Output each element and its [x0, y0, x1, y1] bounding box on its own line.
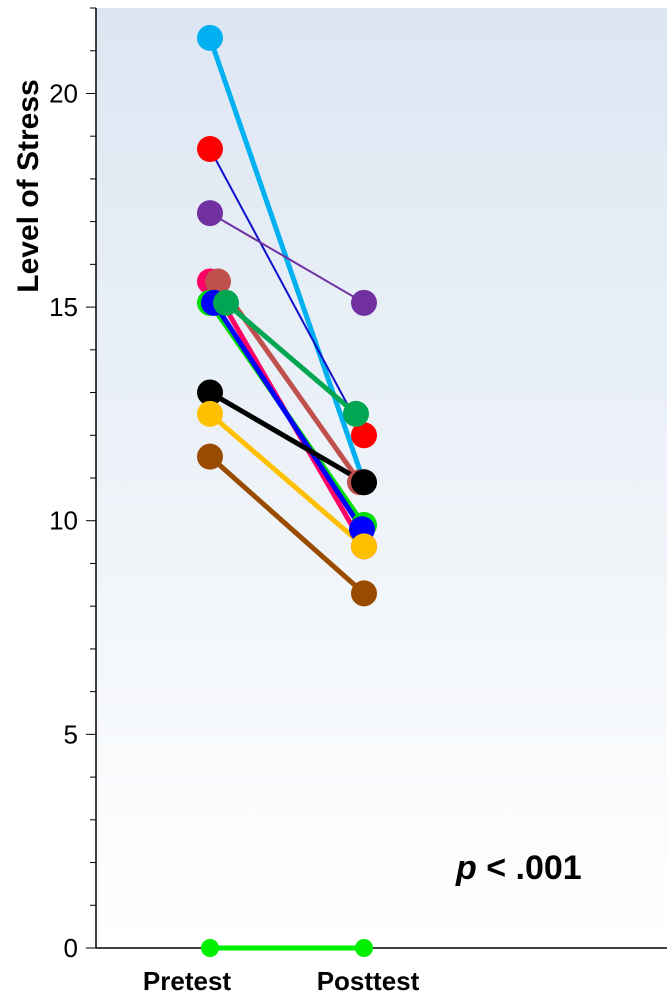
y-tick-label: 20 — [49, 78, 78, 108]
series-points — [197, 24, 377, 957]
series-line-7 — [211, 300, 365, 532]
series-line-2 — [209, 148, 365, 437]
data-point-pretest-10 — [197, 400, 223, 427]
data-point-pretest-11 — [197, 443, 223, 470]
data-point-posttest-2 — [351, 422, 377, 449]
y-tick-label: 15 — [49, 292, 78, 322]
data-point-posttest-3 — [351, 289, 377, 316]
p-value-annotation: p < .001 — [455, 849, 582, 887]
series-line-1 — [207, 35, 367, 485]
data-point-posttest-11 — [351, 580, 377, 607]
data-point-posttest-9 — [351, 469, 377, 496]
series-layer — [197, 24, 377, 957]
series-line-8 — [223, 300, 359, 417]
p-value-rest: < .001 — [477, 849, 582, 887]
series-line-9 — [207, 390, 367, 485]
data-point-pretest-12 — [201, 939, 219, 957]
series-line-11 — [207, 454, 367, 596]
data-point-posttest-12 — [355, 939, 373, 957]
data-point-pretest-2 — [197, 136, 223, 162]
data-point-posttest-10 — [351, 533, 377, 560]
data-point-pretest-9 — [197, 379, 223, 406]
plot-background — [96, 8, 667, 948]
data-point-pretest-5 — [205, 268, 231, 295]
series-line-3 — [209, 212, 365, 304]
p-value-italic: p — [455, 849, 477, 887]
labels-layer: Level of Stress Pretest Posttest p < .00… — [12, 79, 582, 996]
series-line-10 — [207, 411, 367, 549]
x-category-label-pretest: Pretest — [143, 966, 231, 996]
data-point-pretest-8 — [213, 289, 239, 316]
axes: 0 5 10 15 20 — [49, 7, 667, 963]
y-tick-label: 0 — [64, 933, 78, 963]
x-category-label-posttest: Posttest — [317, 966, 420, 996]
data-point-pretest-3 — [197, 200, 223, 227]
series-lines — [207, 35, 367, 951]
data-point-pretest-1 — [197, 24, 223, 51]
data-point-posttest-8 — [343, 400, 369, 427]
y-axis-title: Level of Stress — [12, 79, 45, 292]
y-tick-label: 10 — [49, 506, 78, 536]
y-tick-label: 5 — [64, 719, 78, 749]
